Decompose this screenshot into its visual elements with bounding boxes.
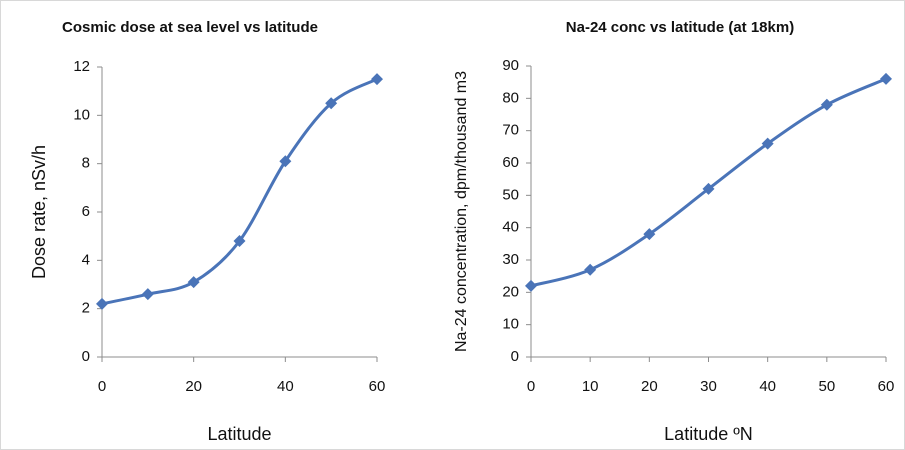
x-tick-label: 0 bbox=[527, 378, 535, 395]
y-tick-label: 60 bbox=[502, 154, 519, 171]
y-tick-label: 0 bbox=[82, 348, 90, 365]
x-axis-label: Latitude ºN bbox=[664, 424, 753, 444]
y-tick-label: 30 bbox=[502, 251, 519, 268]
chart-title: Cosmic dose at sea level vs latitude bbox=[62, 19, 318, 36]
y-tick-label: 40 bbox=[502, 219, 519, 236]
x-tick-label: 20 bbox=[641, 378, 658, 395]
y-tick-label: 70 bbox=[502, 122, 519, 139]
x-tick-label: 60 bbox=[878, 378, 895, 395]
x-tick-label: 0 bbox=[98, 378, 106, 395]
x-tick-label: 20 bbox=[185, 378, 202, 395]
data-point bbox=[96, 297, 108, 310]
data-point bbox=[820, 98, 833, 111]
y-tick-label: 20 bbox=[502, 283, 519, 300]
y-axis-label: Na-24 concentration, dpm/thousand m3 bbox=[453, 71, 470, 352]
data-point bbox=[880, 72, 892, 85]
data-point bbox=[702, 182, 715, 195]
y-tick-label: 8 bbox=[82, 155, 90, 172]
x-tick-label: 40 bbox=[277, 378, 294, 395]
y-tick-label: 80 bbox=[502, 89, 519, 106]
data-point bbox=[643, 228, 656, 241]
data-point bbox=[279, 155, 292, 168]
y-tick-label: 12 bbox=[73, 58, 90, 75]
x-tick-label: 50 bbox=[818, 378, 835, 395]
x-tick-label: 60 bbox=[369, 378, 386, 395]
x-tick-label: 40 bbox=[759, 378, 776, 395]
y-tick-label: 10 bbox=[502, 316, 519, 333]
data-point bbox=[525, 279, 537, 292]
y-tick-label: 90 bbox=[502, 57, 519, 74]
data-point bbox=[584, 263, 597, 276]
data-point bbox=[233, 235, 246, 247]
chart-title: Na-24 conc vs latitude (at 18km) bbox=[566, 19, 794, 36]
y-axis-label: Dose rate, nSv/h bbox=[29, 145, 49, 279]
y-tick-label: 6 bbox=[82, 203, 90, 220]
data-point bbox=[761, 137, 774, 150]
data-point bbox=[371, 73, 383, 86]
x-tick-label: 10 bbox=[582, 378, 599, 395]
y-tick-label: 4 bbox=[82, 251, 90, 268]
data-point bbox=[141, 288, 154, 301]
x-axis-label: Latitude bbox=[207, 424, 271, 444]
data-point bbox=[325, 97, 338, 110]
y-tick-label: 50 bbox=[502, 186, 519, 203]
data-point bbox=[187, 276, 200, 289]
y-tick-label: 0 bbox=[511, 348, 519, 365]
y-tick-label: 2 bbox=[82, 300, 90, 317]
x-tick-label: 30 bbox=[700, 378, 717, 395]
y-tick-label: 10 bbox=[73, 106, 90, 123]
